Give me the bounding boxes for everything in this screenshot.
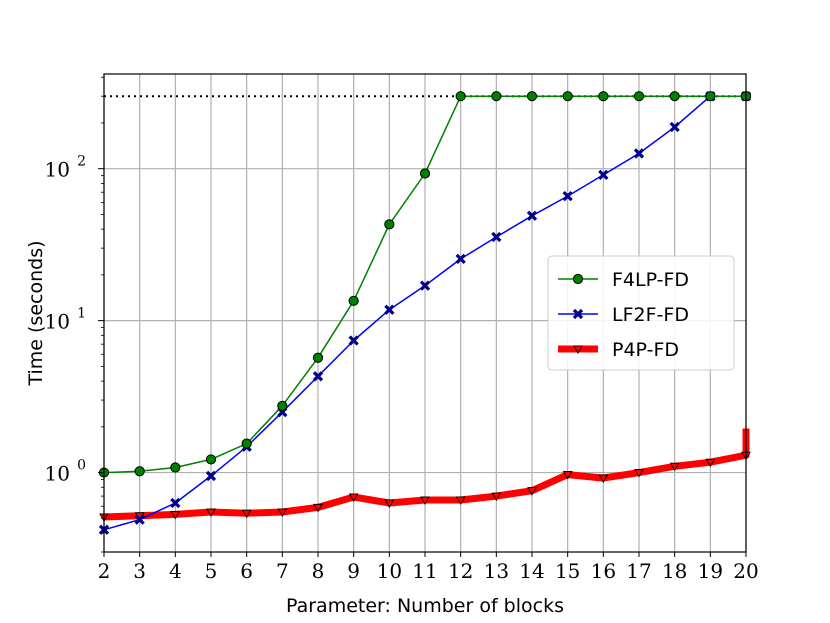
- data-point-marker: [241, 509, 252, 519]
- x-tick-label: 7: [276, 559, 289, 583]
- data-point-marker: [573, 345, 583, 354]
- data-point-marker: [633, 148, 645, 159]
- x-tick-label: 20: [733, 559, 758, 583]
- data-point-marker: [455, 253, 466, 264]
- legend-box: [547, 255, 735, 371]
- y-tick-base: 10: [45, 310, 70, 334]
- data-point-marker: [384, 499, 395, 509]
- data-point-marker: [562, 471, 573, 480]
- data-point-marker: [705, 91, 716, 102]
- data-point-marker: [419, 168, 431, 179]
- x-tick-label: 2: [98, 559, 111, 583]
- legend-item-f4lp-fd: F4LP-FD: [558, 269, 689, 291]
- data-point-marker: [312, 371, 324, 382]
- y-tick-exponent: 2: [77, 154, 86, 170]
- data-point-marker: [348, 493, 359, 503]
- data-point-marker: [420, 496, 430, 505]
- y-tick-exponent: 1: [77, 306, 86, 322]
- data-point-marker: [134, 514, 145, 525]
- data-point-marker: [491, 231, 502, 243]
- x-tick-label: 13: [484, 559, 509, 583]
- data-point-marker: [170, 497, 181, 509]
- data-point-marker: [205, 470, 217, 482]
- data-point-marker: [633, 91, 645, 102]
- data-point-marker: [384, 304, 395, 315]
- data-point-marker: [206, 508, 216, 517]
- x-tick-label: 16: [591, 559, 616, 583]
- data-point-marker: [277, 508, 288, 517]
- x-tick-label: 5: [205, 559, 218, 583]
- legend-label: F4LP-FD: [612, 269, 689, 291]
- data-point-marker: [205, 454, 217, 465]
- x-tick-label: 15: [555, 559, 580, 583]
- series-lf2f-fd: [98, 91, 752, 535]
- data-point-marker: [312, 352, 324, 363]
- x-tick-label: 18: [662, 559, 687, 583]
- data-point-marker: [526, 210, 538, 221]
- y-tick-base: 10: [45, 158, 70, 182]
- data-point-marker: [562, 190, 573, 202]
- data-point-marker: [170, 462, 181, 473]
- y-axis-ticks: 10 0 10 1 10 2: [45, 76, 104, 553]
- data-point-marker: [277, 400, 288, 411]
- data-point-marker: [313, 503, 323, 513]
- data-point-marker: [669, 462, 680, 472]
- data-point-marker: [491, 91, 502, 102]
- x-tick-label: 10: [377, 559, 402, 583]
- data-point-marker: [526, 91, 538, 102]
- data-point-marker: [491, 492, 502, 502]
- data-point-marker: [527, 487, 537, 496]
- y-tick-label: 10: [45, 158, 70, 182]
- x-tick-label: 9: [347, 559, 360, 583]
- data-point-marker: [669, 91, 680, 102]
- x-tick-label: 4: [169, 559, 182, 583]
- data-point-marker: [134, 466, 145, 477]
- data-point-marker: [419, 280, 431, 291]
- series-layer: [98, 91, 752, 535]
- data-point-marker: [241, 438, 252, 449]
- x-tick-label: 14: [519, 559, 544, 583]
- legend-item-lf2f-fd: LF2F-FD: [558, 304, 689, 326]
- x-tick-label: 17: [626, 559, 651, 583]
- x-axis-ticks: 2 3 4 5 6 7 8 9 10 11 12 13 14 15 16 17 18 19 20: [98, 552, 759, 583]
- y-tick-exponent: 0: [77, 458, 86, 474]
- legend-label: LF2F-FD: [612, 304, 689, 326]
- y-axis-label: Time (seconds): [25, 240, 47, 386]
- y-tick-base: 10: [45, 462, 70, 486]
- legend-item-p4p-fd: P4P-FD: [558, 339, 679, 361]
- data-point-marker: [348, 335, 359, 346]
- data-point-marker: [598, 474, 609, 484]
- data-point-marker: [598, 91, 609, 102]
- data-point-marker: [455, 91, 466, 102]
- data-point-marker: [348, 295, 359, 306]
- x-tick-label: 6: [240, 559, 253, 583]
- series-line: [103, 428, 750, 521]
- legend-label: P4P-FD: [612, 339, 679, 361]
- data-point-marker: [634, 469, 644, 478]
- data-point-marker: [705, 458, 716, 468]
- data-point-marker: [572, 308, 584, 320]
- x-tick-label: 19: [698, 559, 723, 583]
- data-point-marker: [669, 121, 680, 133]
- data-point-marker: [455, 496, 466, 505]
- x-axis-label: Parameter: Number of blocks: [286, 595, 564, 617]
- series-f4lp-fd: [98, 91, 752, 478]
- y-tick-label: 10: [45, 462, 70, 486]
- legend: F4LP-FD LF2F-FD P4P-FD: [547, 255, 735, 371]
- data-point-marker: [572, 273, 584, 285]
- data-point-marker: [562, 91, 573, 102]
- y-tick-label: 10: [45, 310, 70, 334]
- x-tick-label: 12: [448, 559, 473, 583]
- x-tick-label: 11: [412, 559, 437, 583]
- data-point-marker: [598, 169, 609, 181]
- data-point-marker: [384, 219, 395, 230]
- x-tick-label: 3: [133, 559, 146, 583]
- x-tick-label: 8: [312, 559, 325, 583]
- data-point-marker: [170, 510, 181, 520]
